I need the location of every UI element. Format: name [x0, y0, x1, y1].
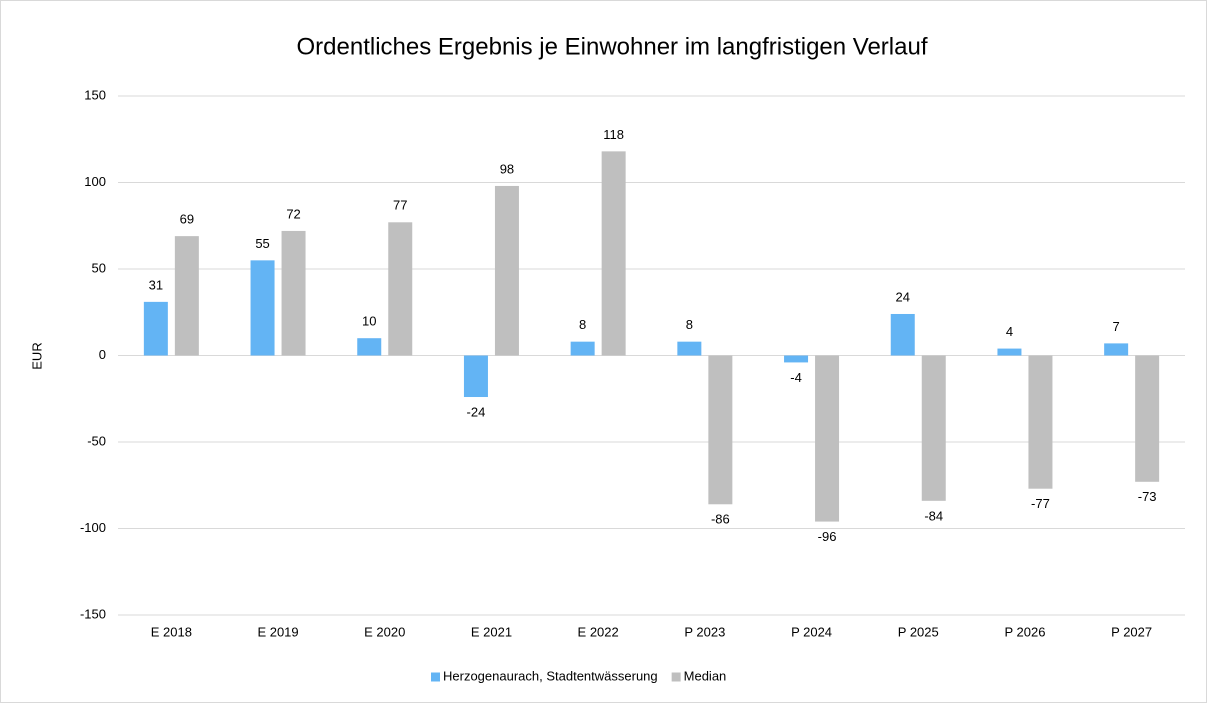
y-tick-label: 50 [92, 260, 106, 275]
data-label: 7 [1113, 319, 1120, 334]
x-tick-label: E 2018 [151, 624, 192, 639]
bar [281, 230, 306, 356]
legend-label: Median [684, 668, 727, 683]
data-label: 77 [393, 198, 407, 213]
data-label: 55 [255, 236, 269, 251]
bar [890, 313, 915, 356]
data-label: 31 [149, 277, 163, 292]
bar [388, 222, 413, 356]
data-label: 10 [362, 314, 376, 329]
data-label: -77 [1031, 496, 1050, 511]
x-tick-label: P 2026 [1004, 624, 1045, 639]
bar [494, 185, 519, 356]
data-label: 118 [603, 127, 624, 142]
bar [1104, 343, 1129, 356]
x-tick-label: E 2022 [578, 624, 619, 639]
bar [250, 260, 275, 356]
bar [921, 355, 946, 501]
bar [463, 355, 488, 398]
bar [815, 355, 840, 522]
bar [601, 151, 626, 356]
data-label: 8 [686, 317, 693, 332]
data-label: 69 [180, 212, 194, 227]
bar [570, 341, 595, 356]
x-tick-label: P 2025 [898, 624, 939, 639]
y-axis-label: EUR [29, 342, 44, 369]
data-label: 4 [1006, 324, 1013, 339]
y-tick-label: -150 [80, 606, 106, 621]
data-label: 72 [286, 206, 300, 221]
x-tick-label: P 2027 [1111, 624, 1152, 639]
chart-title: Ordentliches Ergebnis je Einwohner im la… [297, 33, 928, 60]
x-tick-label: E 2019 [257, 624, 298, 639]
bar [174, 236, 199, 356]
x-tick-label: P 2024 [791, 624, 832, 639]
data-label: -73 [1138, 489, 1157, 504]
bar [1028, 355, 1053, 489]
data-label: -84 [924, 508, 943, 523]
bar [677, 341, 702, 356]
legend-swatch [671, 672, 681, 682]
bar [143, 301, 168, 356]
bar [997, 348, 1022, 356]
y-tick-label: 0 [99, 347, 106, 362]
data-label: 8 [579, 317, 586, 332]
bar [357, 338, 382, 356]
data-label: -24 [467, 404, 486, 419]
legend-swatch [431, 672, 440, 682]
data-label: -4 [790, 370, 802, 385]
x-tick-label: E 2021 [471, 624, 512, 639]
x-tick-label: P 2023 [684, 624, 725, 639]
legend-label: Herzogenaurach, Stadtentwässerung [443, 668, 658, 683]
bar [1135, 355, 1160, 482]
data-label: -86 [711, 512, 730, 527]
data-label: 98 [500, 161, 514, 176]
data-label: 24 [896, 289, 910, 304]
bar [784, 355, 809, 363]
y-tick-label: -100 [80, 520, 106, 535]
data-label: -96 [818, 529, 837, 544]
x-tick-label: E 2020 [364, 624, 405, 639]
y-tick-label: 100 [84, 174, 106, 189]
y-tick-label: 150 [84, 87, 106, 102]
bar [708, 355, 733, 505]
y-tick-label: -50 [87, 433, 106, 448]
